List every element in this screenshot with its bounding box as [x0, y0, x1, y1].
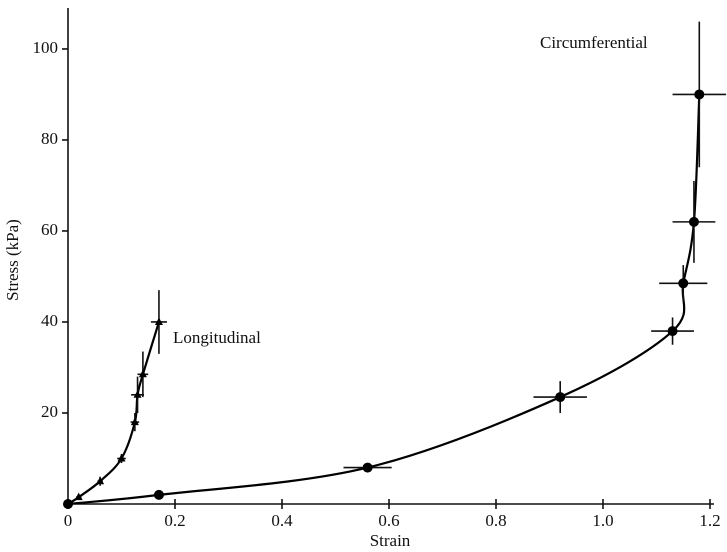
x-tick-label: 0.8	[485, 511, 506, 530]
series-label: Longitudinal	[173, 328, 261, 347]
data-point	[117, 453, 126, 462]
y-tick-label: 80	[41, 129, 58, 148]
data-point	[694, 89, 705, 100]
data-point	[678, 278, 689, 289]
data-point	[555, 392, 566, 403]
data-point	[362, 462, 373, 473]
x-tick-label: 0	[64, 511, 73, 530]
y-tick-label: 100	[33, 38, 59, 57]
data-point	[667, 326, 678, 337]
series-label: Circumferential	[540, 33, 648, 52]
data-point	[138, 369, 147, 378]
x-tick-label: 0.2	[164, 511, 185, 530]
x-tick-label: 1.2	[699, 511, 720, 530]
data-point	[130, 417, 139, 426]
data-point	[688, 216, 699, 227]
y-tick-label: 20	[41, 402, 58, 421]
data-point	[64, 499, 72, 507]
data-point	[133, 390, 142, 398]
data-point	[96, 476, 105, 485]
y-axis-label: Stress (kPa)	[3, 219, 22, 301]
y-tick-label: 40	[41, 311, 58, 330]
x-tick-label: 0.6	[378, 511, 399, 530]
series-line	[67, 321, 161, 505]
y-tick-label: 60	[41, 220, 58, 239]
data-point	[153, 489, 164, 500]
data-point	[74, 492, 83, 501]
data-point	[154, 317, 163, 325]
x-axis-label: Strain	[370, 531, 411, 550]
series-line	[67, 94, 701, 506]
x-tick-label: 1.0	[592, 511, 613, 530]
x-tick-label: 0.4	[271, 511, 293, 530]
